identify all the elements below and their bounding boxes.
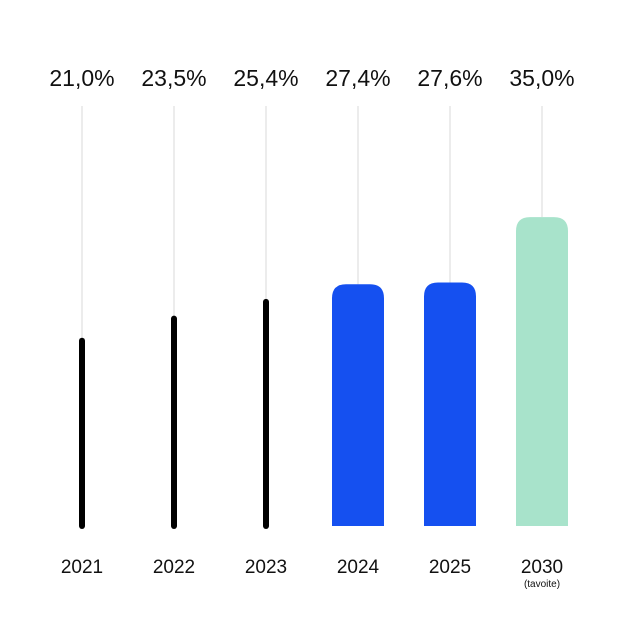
category-label-2021: 2021: [61, 557, 103, 578]
category-label-2023: 2023: [245, 557, 287, 578]
category-label-2025: 2025: [429, 557, 471, 578]
guide-lines: [81, 106, 543, 341]
category-label-2024: 2024: [337, 557, 380, 578]
value-label-2024: 27,4%: [325, 65, 390, 91]
category-note-2030: (tavoite): [524, 579, 560, 590]
value-label-2023: 25,4%: [233, 65, 298, 91]
value-label-2022: 23,5%: [141, 65, 206, 91]
value-label-2025: 27,6%: [417, 65, 482, 91]
category-label-2030: 2030: [521, 557, 563, 578]
category-label-2022: 2022: [153, 557, 195, 578]
bar-2030: [516, 217, 568, 527]
value-label-2030: 35,0%: [509, 65, 574, 91]
category-labels-group: 2021 2022 2023 2024 2025 2030(tavoite): [61, 557, 563, 590]
value-labels-group: 21,0% 23,5% 25,4% 27,4% 27,6% 35,0%: [49, 65, 574, 91]
bar-2024: [332, 284, 384, 526]
bars-group: [79, 217, 568, 529]
value-label-2021: 21,0%: [49, 65, 114, 91]
bar-2025: [424, 282, 476, 526]
